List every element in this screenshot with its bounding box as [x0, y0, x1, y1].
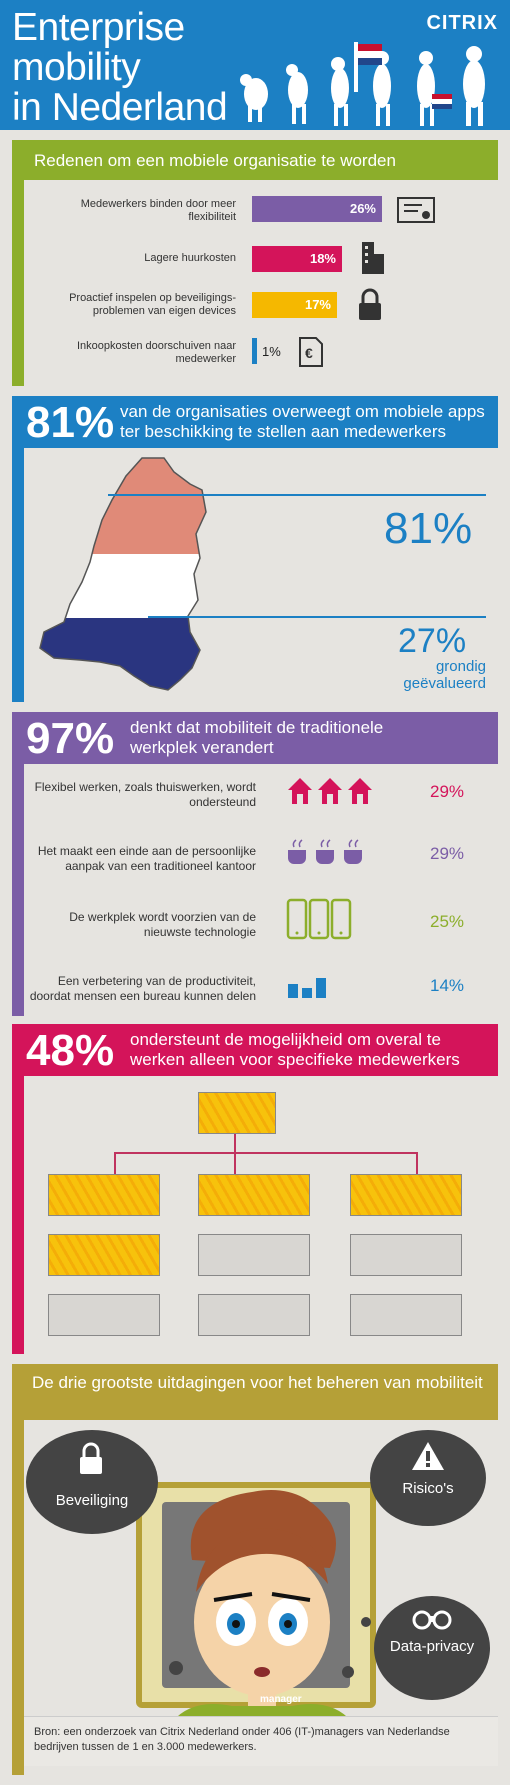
warning-icon: [412, 1442, 444, 1470]
org-box: [48, 1174, 160, 1216]
workplace-percent: 25%: [430, 912, 465, 931]
building-icon: [362, 242, 384, 274]
stat1-line: [108, 494, 486, 496]
reason-label: Medewerkers binden door meer flexibilite…: [80, 198, 236, 223]
reason-bar: [252, 338, 257, 364]
manager-character: [169, 1490, 371, 1722]
workplace-heading: 97% denkt dat mobiliteit de traditionele…: [24, 712, 498, 764]
svg-text:€: €: [305, 345, 313, 361]
apps-big-percent: 81%: [26, 398, 115, 447]
challenges-heading: De drie grootste uitdagingen voor het be…: [24, 1364, 498, 1420]
specific-employees-heading: 48% ondersteunt de mogelijkheid om overa…: [24, 1024, 498, 1076]
reason-label: Proactief inspelen op beveiligings-probl…: [69, 292, 236, 317]
data-privacy-label: Data-privacy: [389, 1638, 475, 1655]
citrix-logo: CITRIX: [426, 12, 498, 34]
specific-employees-big-percent: 48%: [26, 1026, 115, 1075]
reason-label: Inkoopkosten doorschuiven naar medewerke…: [77, 340, 236, 365]
evolution-icon: [240, 42, 485, 126]
org-connector: [234, 1152, 236, 1174]
data-privacy-cloud: Data-privacy: [374, 1596, 490, 1700]
house-icon: [288, 778, 372, 804]
reasons-heading: Redenen om een mobiele organisatie te wo…: [24, 140, 498, 180]
specific-employees-section: 48% ondersteunt de mogelijkheid om overa…: [12, 1024, 498, 1354]
reasons-section: Redenen om een mobiele organisatie te wo…: [12, 140, 498, 386]
stat1-value: 81%: [384, 504, 473, 553]
security-cloud: Beveiliging: [26, 1430, 158, 1534]
org-box-top: [198, 1092, 276, 1134]
reason-bar: 26%: [252, 196, 382, 222]
reason-bar-value: 1%: [262, 344, 281, 359]
workplace-percent: 29%: [430, 844, 465, 863]
org-connector: [114, 1152, 418, 1154]
org-box: [350, 1294, 462, 1336]
workplace-label: Het maakt een einde aan de persoonlijke …: [37, 844, 256, 873]
padlock-icon: [359, 288, 381, 320]
org-box: [48, 1294, 160, 1336]
risks-cloud: Risico's: [370, 1430, 486, 1526]
reason-bar: 18%: [252, 246, 342, 272]
workplace-section: 97% denkt dat mobiliteit de traditionele…: [12, 712, 498, 1016]
workplace-big-percent: 97%: [26, 714, 115, 763]
challenges-section: De drie grootste uitdagingen voor het be…: [12, 1364, 498, 1775]
reason-bar: 17%: [252, 292, 337, 318]
certificate-icon: [397, 197, 435, 223]
specific-employees-heading-text: ondersteunt de mogelijkheid om overal te…: [130, 1030, 460, 1069]
org-box: [198, 1234, 310, 1276]
coffee-cup-icon: [288, 839, 362, 864]
org-connector: [234, 1134, 236, 1152]
padlock-icon: [80, 1442, 102, 1474]
stat2-label: grondig geëvalueerd: [403, 658, 486, 692]
stat2-value: 27%: [398, 622, 467, 660]
org-box: [198, 1294, 310, 1336]
title-line-3: in Nederland: [12, 86, 228, 129]
euro-document-icon: €: [299, 337, 323, 367]
org-connector: [416, 1152, 418, 1174]
netherlands-map: [39, 457, 207, 691]
header-banner: Enterprise mobility in Nederland CITRIX: [0, 0, 510, 130]
org-connector: [114, 1152, 116, 1174]
manager-shirt-label: manager: [260, 1694, 302, 1705]
workplace-label: Een verbetering van de productiviteit, d…: [29, 974, 256, 1003]
binoculars-icon: [412, 1610, 452, 1630]
workplace-percent: 14%: [430, 976, 465, 995]
source-note: Bron: een onderzoek van Citrix Nederland…: [24, 1716, 498, 1766]
workplace-heading-text: denkt dat mobiliteit de traditionele wer…: [130, 718, 384, 757]
workplace-label: De werkplek wordt voorzien van de nieuws…: [69, 910, 256, 939]
apps-heading-text: van de organisaties overweegt om mobiele…: [120, 402, 485, 441]
org-box: [198, 1174, 310, 1216]
smartphone-icon: [286, 898, 352, 940]
security-label: Beveiliging: [55, 1492, 129, 1509]
org-box: [350, 1234, 462, 1276]
desk-icon: [288, 978, 326, 998]
reason-label: Lagere huurkosten: [144, 252, 236, 264]
workplace-percent: 29%: [430, 782, 465, 801]
title-line-2: mobility: [12, 46, 141, 89]
org-box: [350, 1174, 462, 1216]
apps-section: 81% van de organisaties overweegt om mob…: [12, 396, 498, 702]
risks-label: Risico's: [402, 1480, 454, 1497]
workplace-label: Flexibel werken, zoals thuiswerken, word…: [34, 780, 256, 809]
title-line-1: Enterprise: [12, 6, 185, 49]
org-box: [48, 1234, 160, 1276]
apps-heading: 81% van de organisaties overweegt om mob…: [24, 396, 498, 448]
stat2-line: [148, 616, 486, 618]
